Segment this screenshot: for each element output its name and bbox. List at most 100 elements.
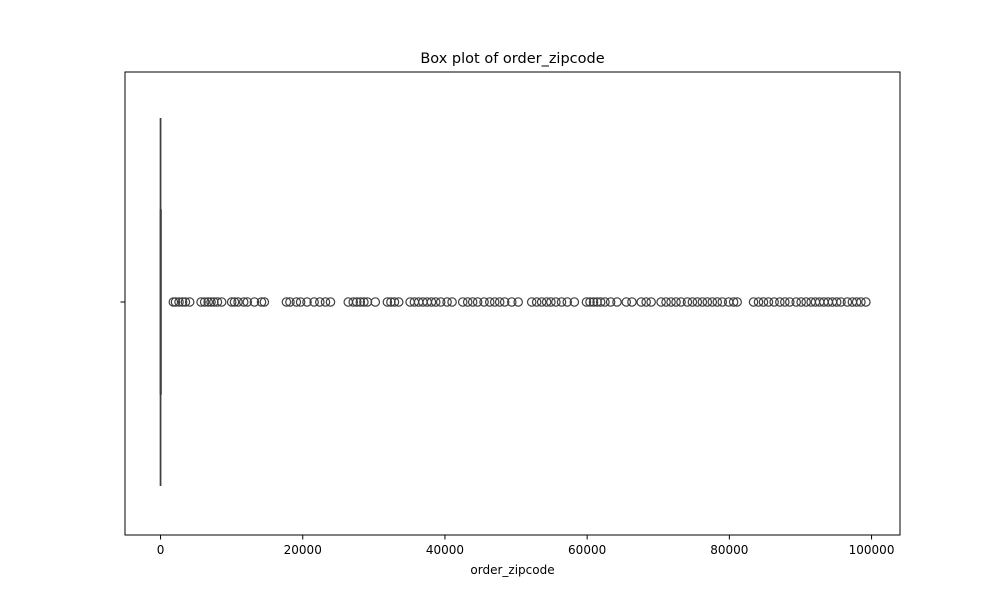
outlier-point [723,297,734,307]
outlier-point [676,297,686,307]
outlier-point [641,297,651,307]
outlier-point [581,297,592,307]
outlier-point [856,297,866,307]
outlier-point [551,297,561,307]
outlier-point [170,297,181,307]
outlier-point [435,297,446,307]
outlier-point [382,297,393,307]
outlier-point [784,297,795,307]
outlier-point [666,297,676,307]
outlier-point [732,297,742,307]
x-tick-label: 100000 [849,543,895,557]
outlier-point [489,297,500,307]
outlier-point [796,297,806,307]
outlier-point [479,297,489,307]
outlier-point [861,297,871,307]
x-tick-label: 0 [157,543,165,557]
outlier-point [851,297,862,307]
outlier-point [351,297,362,307]
x-axis-title: order_zipcode [470,563,554,577]
outlier-point [763,297,774,307]
outlier-point [531,297,542,307]
outlier-point [302,297,312,307]
outlier-point [484,297,495,307]
outlier-point [467,297,478,307]
outlier-point [229,297,240,307]
outlier-point [702,297,713,307]
chart-title: Box plot of order_zipcode [420,51,604,67]
outlier-point [671,297,681,307]
outlier-point [842,297,853,307]
x-axis: 0 20000 40000 60000 80000 100000 [157,535,895,557]
outlier-point [256,297,267,307]
box-element [159,118,162,486]
outlier-point [588,297,599,307]
outlier-point [569,297,580,307]
outlier-point [627,297,637,307]
outlier-point [621,297,632,307]
outlier-point [595,297,606,307]
outlier-point [682,297,693,307]
outlier-point [780,297,790,307]
outlier-point [295,297,306,307]
outlier-point [206,297,216,307]
outlier-point [541,297,552,307]
outlier-point [315,297,325,307]
x-tick-label: 80000 [710,543,748,557]
plot-area-frame [124,71,901,536]
outlier-point [430,297,441,307]
outlier-point [285,297,295,307]
outlier-point [836,297,846,307]
outlier-point [348,297,359,307]
outlier-point [442,297,452,307]
x-tick-label: 20000 [284,543,322,557]
outlier-point [801,297,811,307]
outlier-point [499,297,510,307]
outlier-point [697,297,708,307]
outlier-point [769,297,779,307]
outlier-point [370,297,381,307]
outlier-point [180,297,191,307]
outlier-point [203,297,213,307]
outlier-point [184,297,195,307]
outlier-point [281,297,292,307]
outlier-point [687,297,698,307]
outlier-point [291,297,302,307]
outlier-point [393,297,404,307]
outlier-point [325,297,336,307]
outlier-point [447,297,457,307]
outlier-point [216,297,227,307]
outlier-point [226,297,237,307]
outlier-point [791,297,801,307]
outlier-point [646,297,656,307]
outlier-point [605,297,616,307]
outlier-point [748,297,759,307]
outlier-point [249,297,260,307]
outlier-point [513,297,523,307]
outlier-point [556,297,567,307]
outlier-point [320,297,331,307]
outlier-point [242,297,253,307]
outlier-point [536,297,547,307]
x-tick-label: 40000 [426,543,464,557]
outlier-point [233,297,243,307]
outlier-point [717,297,728,307]
outlier-points [168,297,871,307]
outlier-point [426,297,437,307]
outlier-point [506,297,517,307]
outlier-point [636,297,646,307]
outlier-point [343,297,354,307]
outlier-point [758,297,769,307]
outlier-point [692,297,703,307]
outlier-point [600,297,610,307]
outlier-point [472,297,483,307]
outlier-point [753,297,764,307]
outlier-point [728,297,739,307]
outlier-point [355,297,366,307]
outlier-point [546,297,556,307]
outlier-point [309,297,319,307]
outlier-point [656,297,666,307]
outlier-point [389,297,400,307]
outlier-point [831,297,842,307]
